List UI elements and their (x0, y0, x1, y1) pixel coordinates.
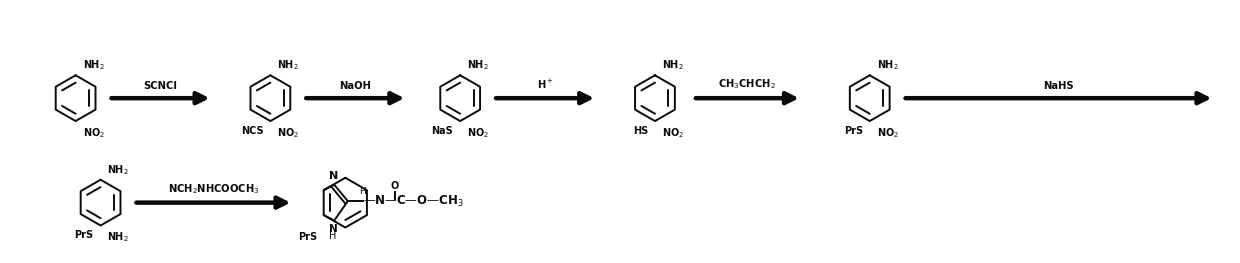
Text: H: H (330, 231, 337, 241)
Text: NH$_2$: NH$_2$ (108, 230, 129, 244)
Text: H$^+$: H$^+$ (537, 78, 553, 91)
Text: H: H (360, 187, 366, 196)
Text: NO$_2$: NO$_2$ (83, 126, 104, 140)
Text: NH$_2$: NH$_2$ (662, 58, 683, 72)
Text: PrS: PrS (74, 230, 94, 240)
Text: CH$_3$CHCH$_2$: CH$_3$CHCH$_2$ (718, 77, 776, 91)
Text: NH$_2$: NH$_2$ (83, 58, 104, 72)
Text: PrS: PrS (843, 126, 863, 136)
Text: N: N (329, 171, 337, 181)
Text: NaHS: NaHS (1043, 81, 1074, 91)
Text: NH$_2$: NH$_2$ (108, 163, 129, 177)
Text: NO$_2$: NO$_2$ (662, 126, 684, 140)
Text: NH$_2$: NH$_2$ (278, 58, 299, 72)
Text: N: N (329, 224, 337, 234)
Text: —N—C—O—CH$_3$: —N—C—O—CH$_3$ (363, 194, 464, 209)
Text: SCNCl: SCNCl (144, 81, 177, 91)
Text: NO$_2$: NO$_2$ (467, 126, 489, 140)
Text: NH$_2$: NH$_2$ (877, 58, 898, 72)
Text: NH$_2$: NH$_2$ (467, 58, 489, 72)
Text: NaOH: NaOH (340, 81, 371, 91)
Text: NO$_2$: NO$_2$ (877, 126, 899, 140)
Text: NCS: NCS (241, 126, 263, 136)
Text: O: O (391, 181, 399, 191)
Text: NO$_2$: NO$_2$ (278, 126, 299, 140)
Text: NaS: NaS (432, 126, 454, 136)
Text: HS: HS (632, 126, 649, 136)
Text: PrS: PrS (298, 232, 317, 242)
Text: NCH$_2$NHCOOCH$_3$: NCH$_2$NHCOOCH$_3$ (167, 182, 259, 196)
